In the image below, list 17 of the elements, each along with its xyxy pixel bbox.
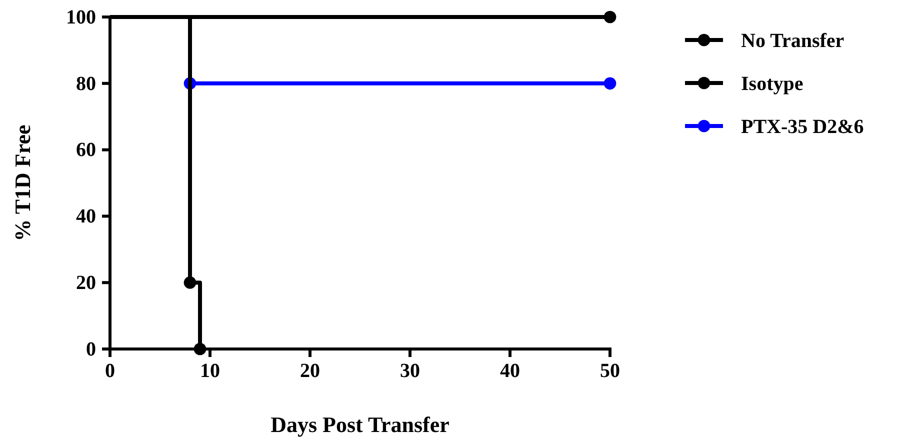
legend-label: No Transfer	[741, 30, 844, 52]
legend-label: PTX-35 D2&6	[741, 116, 864, 138]
legend-label: Isotype	[741, 73, 804, 95]
y-tick-label: 20	[76, 272, 96, 294]
x-tick-label: 50	[600, 360, 620, 382]
y-axis-title: % T1D Free	[10, 124, 35, 242]
x-tick-label: 30	[400, 360, 420, 382]
x-tick-label: 0	[105, 360, 115, 382]
y-tick-label: 0	[86, 338, 96, 360]
x-axis-title: Days Post Transfer	[270, 412, 450, 437]
y-tick-label: 80	[76, 72, 96, 95]
y-tick-label: 60	[76, 139, 96, 162]
x-tick-label: 20	[300, 360, 320, 382]
y-tick-label: 40	[76, 206, 96, 228]
x-tick-label: 40	[500, 360, 520, 382]
x-tick-label: 10	[200, 360, 220, 382]
y-tick-label: 100	[66, 6, 96, 28]
